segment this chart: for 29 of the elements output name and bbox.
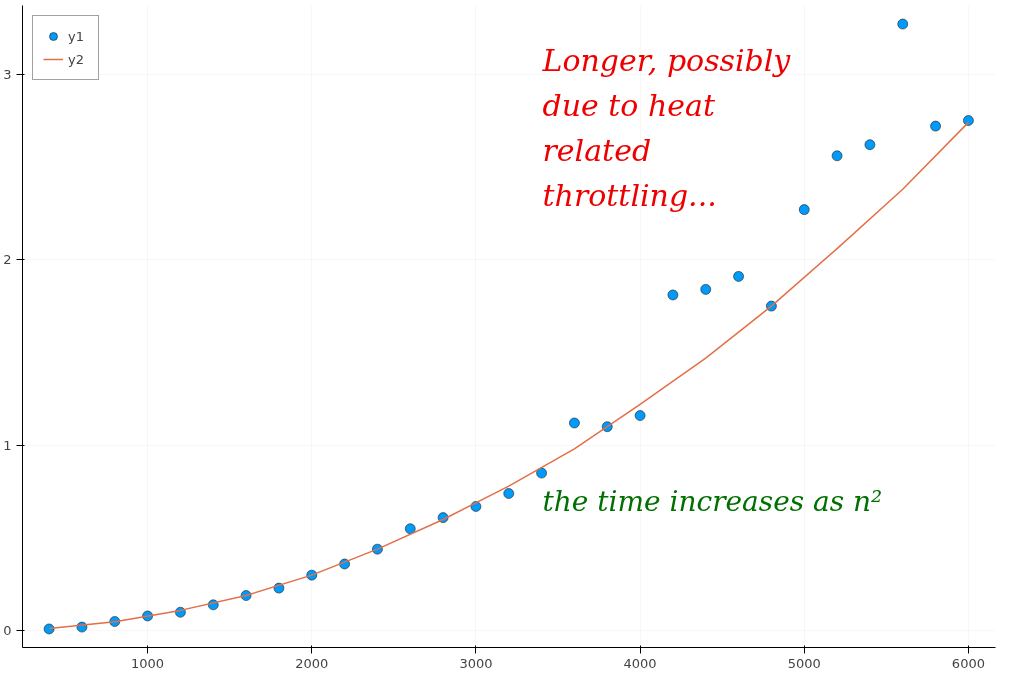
point [404, 523, 416, 535]
legend-label: y2 [68, 51, 85, 67]
point [700, 284, 712, 295]
x-tick-label: 6000 [951, 655, 985, 671]
y-tick-label: 0 [3, 623, 12, 639]
point [798, 204, 810, 215]
x-tick-label: 2000 [295, 655, 329, 671]
point [43, 623, 55, 635]
annotation: Longer, possibly due to heat related throttling... [541, 42, 792, 213]
point [864, 139, 876, 150]
x-tick-label: 3000 [459, 655, 493, 671]
legend-label: y1 [68, 28, 85, 44]
point [503, 488, 515, 499]
x-tick-label: 4000 [623, 655, 657, 671]
point [536, 467, 547, 479]
y-tick-label: 3 [3, 66, 12, 82]
y-tick-label: 1 [3, 437, 12, 453]
point [667, 289, 679, 301]
point [733, 271, 744, 282]
x-tick-label: 5000 [787, 655, 821, 671]
point [569, 417, 580, 429]
point [897, 18, 909, 30]
point [634, 410, 646, 421]
point [963, 115, 974, 126]
x-tick-label: 1000 [131, 655, 165, 671]
point [930, 120, 941, 132]
point [831, 150, 843, 162]
annotation: the time increases as n² [542, 484, 883, 518]
y-tick-label: 2 [3, 252, 12, 268]
